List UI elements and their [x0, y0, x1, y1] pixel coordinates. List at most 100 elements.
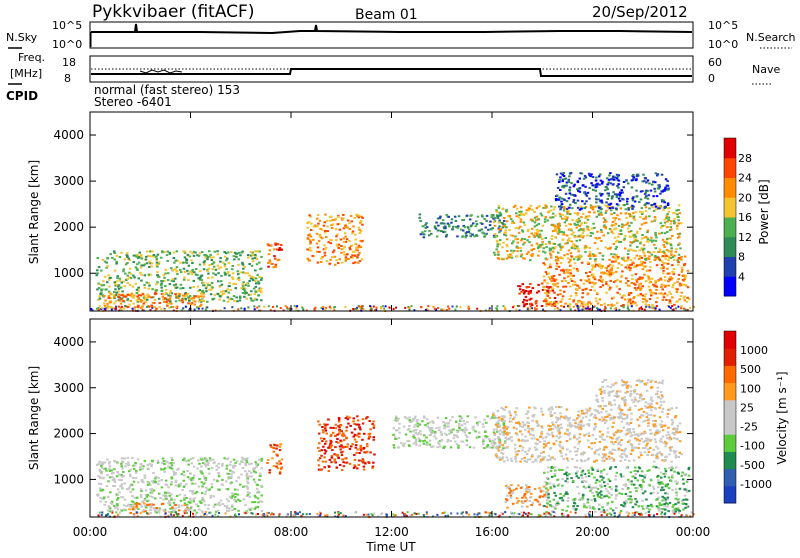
power-cell — [200, 295, 203, 297]
velocity-cell — [669, 449, 672, 451]
power-cell — [637, 175, 640, 177]
power-cell — [422, 225, 425, 227]
power-cell — [630, 222, 633, 224]
power-cell — [358, 229, 361, 231]
power-cell — [632, 212, 635, 214]
power-cell — [333, 250, 336, 252]
power-cell — [574, 202, 577, 204]
power-cell — [340, 245, 343, 247]
power-cell — [558, 179, 561, 181]
power-cell — [566, 211, 569, 213]
velocity-cell — [124, 465, 127, 467]
power-cell — [493, 221, 496, 223]
power-cell — [667, 263, 670, 265]
velocity-cell — [537, 456, 540, 458]
velocity-cell — [562, 446, 565, 448]
power-cell — [574, 284, 577, 286]
velocity-cell — [618, 448, 621, 450]
velocity-cell — [111, 476, 114, 478]
power-cell — [393, 308, 395, 310]
power-cell — [635, 289, 638, 291]
velocity-cell — [575, 454, 578, 456]
velocity-cell — [518, 423, 521, 425]
power-cell — [439, 217, 442, 219]
velocity-cell — [217, 463, 220, 465]
power-cell — [258, 290, 261, 292]
velocity-cell — [525, 413, 528, 415]
velocity-cell — [133, 468, 136, 470]
power-cell — [450, 222, 453, 224]
power-cell — [634, 257, 637, 259]
power-cell — [639, 249, 642, 251]
power-cell — [680, 305, 683, 307]
power-cell — [219, 257, 222, 259]
velocity-cell — [496, 422, 499, 424]
velocity-cell — [527, 450, 530, 452]
power-cell — [326, 220, 329, 222]
power-cell — [354, 239, 357, 241]
power-cell — [669, 278, 672, 280]
power-cell — [636, 232, 639, 234]
velocity-cell — [578, 441, 581, 443]
power-cell — [185, 306, 187, 308]
power-cell — [528, 291, 531, 293]
power-cell — [628, 231, 631, 233]
power-cell — [233, 300, 236, 302]
power-cell — [666, 180, 669, 182]
velocity-cell — [254, 495, 257, 497]
velocity-cell — [100, 483, 103, 485]
velocity-cell — [261, 467, 264, 469]
power-cell — [656, 195, 659, 197]
velocity-cell — [522, 421, 525, 423]
power-cell — [447, 306, 449, 308]
velocity-cell — [415, 429, 418, 431]
power-cell — [684, 276, 687, 278]
power-cell — [612, 191, 615, 193]
power-cell — [626, 201, 629, 203]
power-cell — [595, 195, 598, 197]
velocity-cell — [662, 429, 665, 431]
power-cell — [340, 239, 343, 241]
power-cell — [355, 214, 358, 216]
velocity-cell — [353, 436, 356, 438]
velocity-cell — [444, 422, 447, 424]
power-cell — [562, 286, 565, 288]
power-cell — [610, 267, 613, 269]
power-cell — [562, 239, 565, 241]
velocity-cell — [135, 472, 138, 474]
power-cell — [669, 302, 672, 304]
velocity-cell — [484, 431, 487, 433]
power-cell — [644, 303, 647, 305]
power-cell — [355, 249, 358, 251]
power-cell — [636, 255, 639, 257]
power-cell — [427, 305, 429, 307]
power-cell — [554, 246, 557, 248]
power-cell — [577, 250, 580, 252]
power-cell — [595, 190, 598, 192]
power-cell — [652, 181, 655, 183]
power-cell — [197, 296, 200, 298]
power-cell — [116, 255, 119, 257]
power-cell — [661, 232, 664, 234]
velocity-cell — [373, 425, 376, 427]
power-cell — [496, 215, 499, 217]
power-cell — [563, 234, 566, 236]
power-cell — [502, 208, 505, 210]
velocity-cell — [187, 460, 190, 462]
power-cell — [664, 188, 667, 190]
power-cell — [605, 281, 608, 283]
velocity-cell — [149, 509, 152, 511]
velocity-cell — [524, 436, 527, 438]
velocity-cell — [336, 434, 339, 436]
power-cell — [616, 214, 619, 216]
power-cell — [631, 208, 634, 210]
velocity-cell — [369, 428, 372, 430]
power-cell — [667, 273, 670, 275]
power-cell — [588, 173, 591, 175]
power-cell — [677, 306, 679, 308]
power-cell — [134, 306, 137, 308]
power-cell — [151, 307, 153, 309]
power-cell — [517, 285, 520, 287]
velocity-cell — [571, 425, 574, 427]
